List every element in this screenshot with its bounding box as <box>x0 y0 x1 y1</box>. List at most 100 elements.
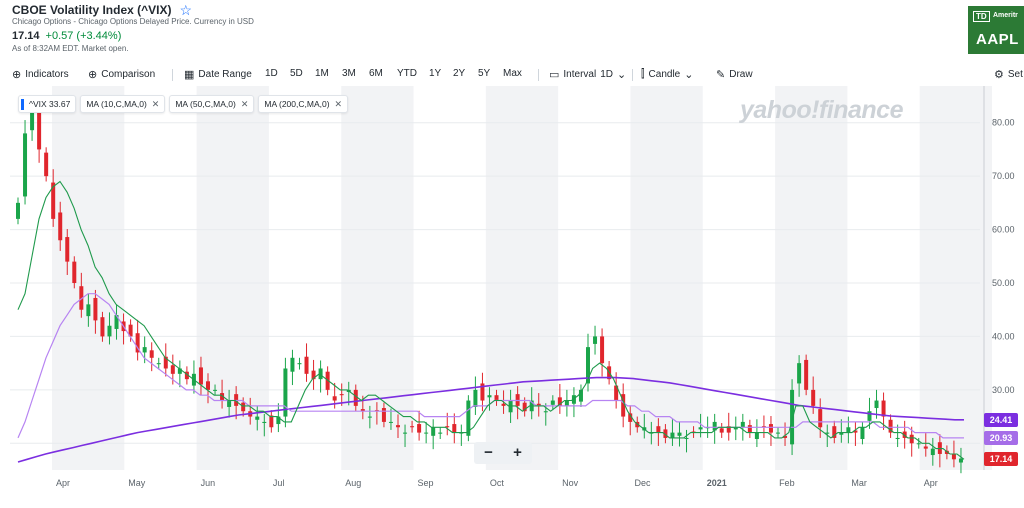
candle-body <box>396 425 400 428</box>
range-1d[interactable]: 1D <box>265 68 278 79</box>
range-max[interactable]: Max <box>503 68 522 79</box>
draw-label: Draw <box>729 69 753 80</box>
candle-body <box>170 365 175 374</box>
x-tick-label: 2021 <box>707 478 727 488</box>
chart-area[interactable]: 30.00 40.00 50.00 60.00 70.00 80.00 Apr May Jun J… <box>0 86 1024 503</box>
current-price: 17.14 <box>12 30 40 42</box>
candle-body <box>733 427 738 430</box>
y-tick-label: 60.00 <box>992 225 1015 235</box>
ma200-price-tag: 24.41 <box>984 412 1018 427</box>
candle-body <box>754 432 759 440</box>
candle-body <box>501 403 506 406</box>
candle-body <box>283 368 288 417</box>
candle-body <box>424 432 429 434</box>
candle-body <box>241 402 246 412</box>
indicators-label: Indicators <box>25 69 69 80</box>
candle-body <box>888 419 893 433</box>
candle-body <box>51 182 56 219</box>
candle-body <box>867 411 872 421</box>
star-icon[interactable]: ☆ <box>179 2 193 18</box>
comparison-label: Comparison <box>101 69 156 80</box>
range-5d[interactable]: 5D <box>290 68 303 79</box>
candle-body <box>452 424 457 433</box>
candle-body <box>403 432 408 434</box>
x-tick-label: May <box>128 478 146 488</box>
candle-body <box>227 400 232 407</box>
candle-body <box>318 368 323 380</box>
candle-body <box>213 389 218 391</box>
candle-body <box>58 212 63 241</box>
range-1m[interactable]: 1M <box>315 68 329 79</box>
candle-body <box>698 427 703 430</box>
range-6m[interactable]: 6M <box>369 68 383 79</box>
candle-body <box>895 437 900 440</box>
range-2y[interactable]: 2Y <box>453 68 466 79</box>
legend-ma50[interactable]: MA (50,C,MA,0) ✕ <box>169 95 255 113</box>
candle-body <box>951 453 956 460</box>
candlestick-icon: ⫿ <box>641 68 645 80</box>
x-tick-label: Oct <box>490 478 505 488</box>
ma10-line <box>17 180 965 460</box>
candle-body <box>220 393 225 401</box>
candle-body <box>916 443 921 445</box>
chart-toolbar: ⊕ Indicators ⊕ Comparison ▦ Date Range 1… <box>0 64 1024 86</box>
close-icon[interactable]: ✕ <box>334 98 343 109</box>
candle-label: Candle <box>648 69 681 80</box>
candle-body <box>536 403 541 406</box>
candle-body <box>262 421 267 423</box>
candle-body <box>353 389 358 406</box>
candle-body <box>487 395 492 398</box>
candle-body <box>156 363 161 365</box>
candle-body <box>719 428 724 433</box>
candle-body <box>149 350 154 358</box>
interval-dropdown[interactable]: ▭ Interval 1D ⌄ <box>549 68 626 81</box>
y-tick-label: 40.00 <box>992 331 1015 341</box>
range-3m[interactable]: 3M <box>342 68 356 79</box>
comparison-button[interactable]: ⊕ Comparison <box>88 68 155 81</box>
candle-body <box>44 152 49 177</box>
calendar-icon: ▦ <box>184 69 195 81</box>
month-band <box>485 86 559 470</box>
plus-circle-icon: ⊕ <box>12 69 22 81</box>
legend-ma200-label: MA (200,C,MA,0) <box>264 99 330 109</box>
legend-ma10[interactable]: MA (10,C,MA,0) ✕ <box>80 95 166 113</box>
zoom-in-button[interactable]: + <box>513 444 522 461</box>
x-tick-label: Mar <box>851 478 867 488</box>
month-band <box>52 86 125 470</box>
x-tick-label: Nov <box>562 478 579 488</box>
month-band <box>775 86 848 470</box>
candle-dropdown[interactable]: ⫿ Candle ⌄ <box>641 68 693 81</box>
candle-body <box>16 202 20 219</box>
candle-body <box>142 347 147 353</box>
legend-ma10-label: MA (10,C,MA,0) <box>86 99 147 109</box>
x-tick-label: Apr <box>56 478 70 488</box>
draw-button[interactable]: ✎ Draw <box>716 68 753 81</box>
price-chart[interactable]: 30.00 40.00 50.00 60.00 70.00 80.00 Apr May Jun J… <box>0 86 1024 503</box>
chevron-down-icon: ⌄ <box>684 69 694 81</box>
candle-body <box>593 336 598 344</box>
close-icon[interactable]: ✕ <box>240 98 249 109</box>
settings-button[interactable]: ⚙ Set <box>994 68 1023 81</box>
indicators-button[interactable]: ⊕ Indicators <box>12 68 69 81</box>
chevron-down-icon: ⌄ <box>617 69 627 81</box>
title-row: CBOE Volatility Index (^VIX) ☆ <box>12 3 192 17</box>
td-ameritrade-ad[interactable]: TD Ameritr AAPL <box>968 6 1024 54</box>
range-5y[interactable]: 5Y <box>478 68 491 79</box>
legend-main-series[interactable]: ^VIX 33.67 <box>18 95 77 113</box>
zoom-out-button[interactable]: − <box>484 444 493 461</box>
candle-body <box>206 381 210 390</box>
date-range-button[interactable]: ▦ Date Range <box>184 68 252 81</box>
legend-ma200[interactable]: MA (200,C,MA,0) ✕ <box>258 95 349 113</box>
candle-body <box>543 411 548 413</box>
range-ytd[interactable]: YTD <box>397 68 417 79</box>
range-1y[interactable]: 1Y <box>429 68 442 79</box>
legend-ma50-label: MA (50,C,MA,0) <box>175 99 236 109</box>
candle-body <box>909 434 914 444</box>
candle-body <box>740 421 745 428</box>
chart-legend: ^VIX 33.67 MA (10,C,MA,0) ✕ MA (50,C,MA,… <box>18 95 349 113</box>
quote-header: CBOE Volatility Index (^VIX) ☆ Chicago O… <box>0 0 960 62</box>
gear-icon: ⚙ <box>994 69 1004 81</box>
close-icon[interactable]: ✕ <box>151 98 160 109</box>
candle-body <box>388 421 393 423</box>
toolbar-divider <box>632 69 633 81</box>
